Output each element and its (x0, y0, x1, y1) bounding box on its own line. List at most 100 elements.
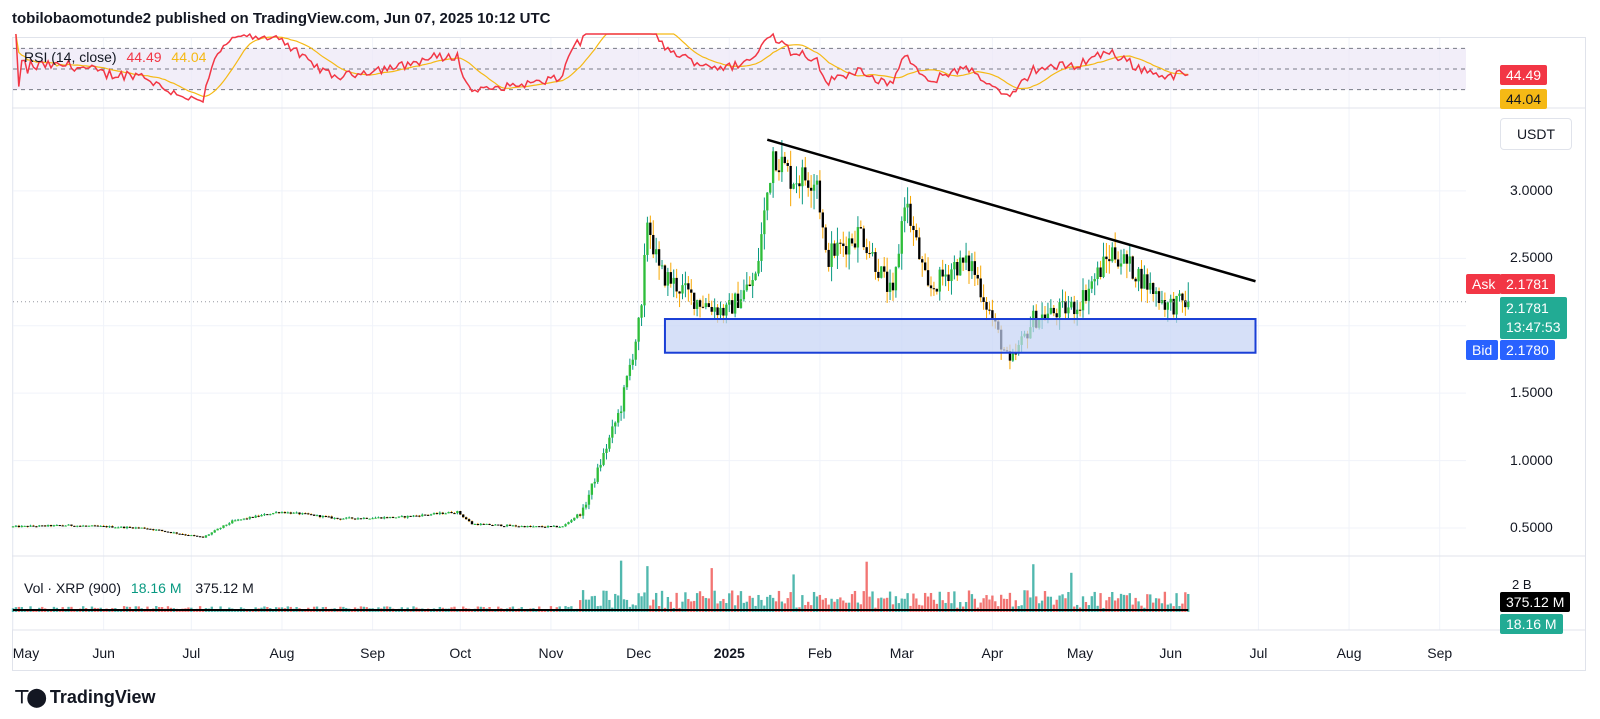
publish-header: tobilobaomotunde2 published on TradingVi… (12, 10, 551, 27)
candle-body (646, 222, 649, 255)
tradingview-logo[interactable]: ⊤⬤ TradingView (14, 687, 156, 708)
volume-legend[interactable]: Vol · XRP (900) 18.16 M 375.12 M (24, 580, 254, 596)
candle-body (1152, 282, 1155, 294)
candle-body (540, 526, 544, 528)
volume-bar (760, 599, 763, 612)
volume-bar (578, 600, 582, 612)
candle-body (1154, 291, 1158, 294)
candle-body (330, 516, 333, 519)
volume-bar (1081, 596, 1085, 612)
volume-bar (774, 601, 778, 612)
candle-body (70, 524, 73, 526)
candle-body (190, 535, 193, 537)
volume-bar (1169, 603, 1172, 612)
ask-label: Ask (1466, 274, 1502, 294)
candle-body (1096, 267, 1099, 279)
volume-bar (757, 594, 760, 612)
volume-bar (1026, 590, 1029, 612)
candle-body (1099, 267, 1102, 277)
candle-body (596, 467, 599, 482)
volume-pane (11, 560, 1190, 612)
candle-body (842, 243, 845, 247)
volume-bar (932, 599, 936, 612)
currency-label: USDT (1516, 126, 1556, 142)
volume-bar (1020, 605, 1023, 612)
currency-selector[interactable]: USDT (1500, 118, 1572, 150)
candle-body (32, 525, 35, 527)
candle-body (845, 246, 848, 255)
volume-bar (1096, 605, 1099, 612)
volume-value-tag: 18.16 M (1500, 614, 1563, 634)
candle-body (1166, 302, 1169, 310)
volume-scale-label: 2 B (1512, 577, 1532, 592)
candle-body (552, 525, 556, 527)
volume-bar (587, 599, 591, 612)
candle-body (169, 531, 173, 533)
candle-body (611, 426, 614, 438)
candle-body (672, 277, 675, 284)
candle-body (549, 526, 553, 528)
candle-body (792, 184, 795, 189)
candle-body (327, 516, 330, 518)
volume-bar (824, 598, 827, 612)
candle-body (652, 234, 655, 255)
candle-body (555, 525, 558, 528)
candle-body (941, 269, 944, 277)
candle-body (526, 525, 529, 528)
rsi-label: RSI (14, close) (24, 49, 117, 65)
candle-body (152, 529, 155, 531)
time-tick-label: Aug (269, 645, 295, 661)
candle-body (1064, 301, 1067, 314)
price-tick-label: 1.0000 (1510, 451, 1553, 468)
candle-body (1043, 314, 1047, 320)
volume-bar (926, 596, 930, 612)
volume-bar (979, 602, 982, 612)
volume-bar (883, 598, 886, 612)
candle-body (1128, 256, 1131, 264)
candle-body (1122, 254, 1126, 264)
candle-body (707, 303, 710, 307)
candle-body (959, 257, 962, 276)
volume-bar (1058, 595, 1061, 612)
volume-bar (1111, 592, 1114, 612)
volume-bar (1119, 593, 1123, 612)
candle-body (14, 525, 18, 527)
candle-body (578, 514, 582, 516)
volume-bar (853, 590, 857, 612)
candle-body (1073, 301, 1076, 315)
volume-bar (681, 601, 684, 612)
candle-body (546, 526, 550, 528)
volume-bar (1093, 591, 1096, 612)
candle-body (324, 515, 327, 517)
candle-body (359, 518, 363, 520)
candle-body (441, 512, 444, 514)
volume-bar (593, 595, 596, 612)
candle-body (178, 533, 181, 535)
rsi-legend[interactable]: RSI (14, close) 44.49 44.04 (24, 49, 206, 65)
volume-bar (880, 597, 883, 612)
time-tick-label: May (1066, 645, 1094, 661)
candle-body (605, 448, 608, 454)
rsi-value-tag: 44.49 (1500, 65, 1548, 85)
candle-body (1143, 274, 1146, 289)
volume-bar (894, 596, 898, 612)
candle-body (239, 519, 243, 521)
candle-body (862, 228, 865, 248)
candle-body (172, 532, 175, 534)
candle-body (628, 364, 632, 376)
volume-bar (885, 597, 889, 612)
candle-body (245, 518, 249, 520)
candle-body (304, 513, 307, 515)
candle-body (865, 247, 868, 254)
candle-body (204, 535, 208, 538)
candle-body (894, 267, 898, 291)
candle-body (1093, 278, 1096, 282)
candle-body (421, 514, 424, 517)
volume-bar (584, 599, 588, 612)
time-tick-label: Jul (182, 645, 201, 661)
candle-body (643, 254, 646, 306)
candle-body (298, 512, 301, 515)
volume-bar (1023, 590, 1026, 612)
volume-bar (1157, 598, 1161, 612)
